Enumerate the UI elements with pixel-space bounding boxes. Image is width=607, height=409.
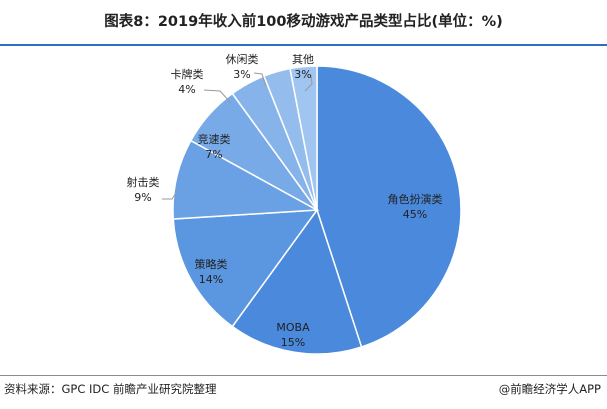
slice-value-2: 15% (281, 336, 305, 349)
slice-label-2: MOBA (276, 321, 310, 334)
slice-label-8: 其他 (292, 53, 314, 66)
pie-slices (172, 65, 462, 355)
slice-label-7: 休闲类 (226, 52, 259, 66)
pie-slice-4 (172, 139, 320, 220)
title-divider (0, 44, 607, 46)
slice-labels: 角色扮演类 45% MOBA 15% 策略类 14% 射击类 9% 竞速类 7% 卡牌类 4% 休闲类 3… (127, 52, 443, 349)
chart-title: 图表8：2019年收入前100移动游戏产品类型占比(单位：%) (104, 14, 503, 30)
slice-value-4: 9% (134, 191, 151, 204)
slice-label-4: 射击类 (127, 175, 160, 189)
source-note: 资料来源：GPC IDC 前瞻产业研究院整理 (4, 382, 217, 396)
pie-slice-8 (289, 65, 318, 211)
slice-value-6: 4% (178, 83, 195, 96)
footer-divider (0, 375, 607, 376)
slice-value-7: 3% (233, 68, 250, 81)
pie-slice-2 (231, 208, 363, 355)
brand-credit: @前瞻经济学人APP (498, 382, 601, 396)
slice-value-3: 14% (199, 273, 223, 286)
pie-slice-1 (316, 65, 462, 348)
leader-lines (162, 72, 313, 200)
pie-slice-3 (172, 209, 319, 328)
leader-line-7 (253, 72, 267, 87)
slice-value-8: 3% (294, 68, 311, 81)
slice-value-5: 7% (205, 148, 222, 161)
slice-label-1: 角色扮演类 (388, 192, 443, 206)
leader-line-6 (203, 89, 232, 104)
leader-line-4 (162, 189, 179, 200)
leader-line-8 (304, 74, 313, 92)
slice-label-5: 竞速类 (198, 132, 231, 146)
slice-value-1: 45% (403, 208, 427, 221)
slice-label-3: 策略类 (195, 257, 228, 271)
slice-label-6: 卡牌类 (171, 67, 204, 81)
pie-chart: 角色扮演类 45% MOBA 15% 策略类 14% 射击类 9% 竞速类 7% 卡牌类 4% 休闲类 3… (127, 52, 462, 355)
